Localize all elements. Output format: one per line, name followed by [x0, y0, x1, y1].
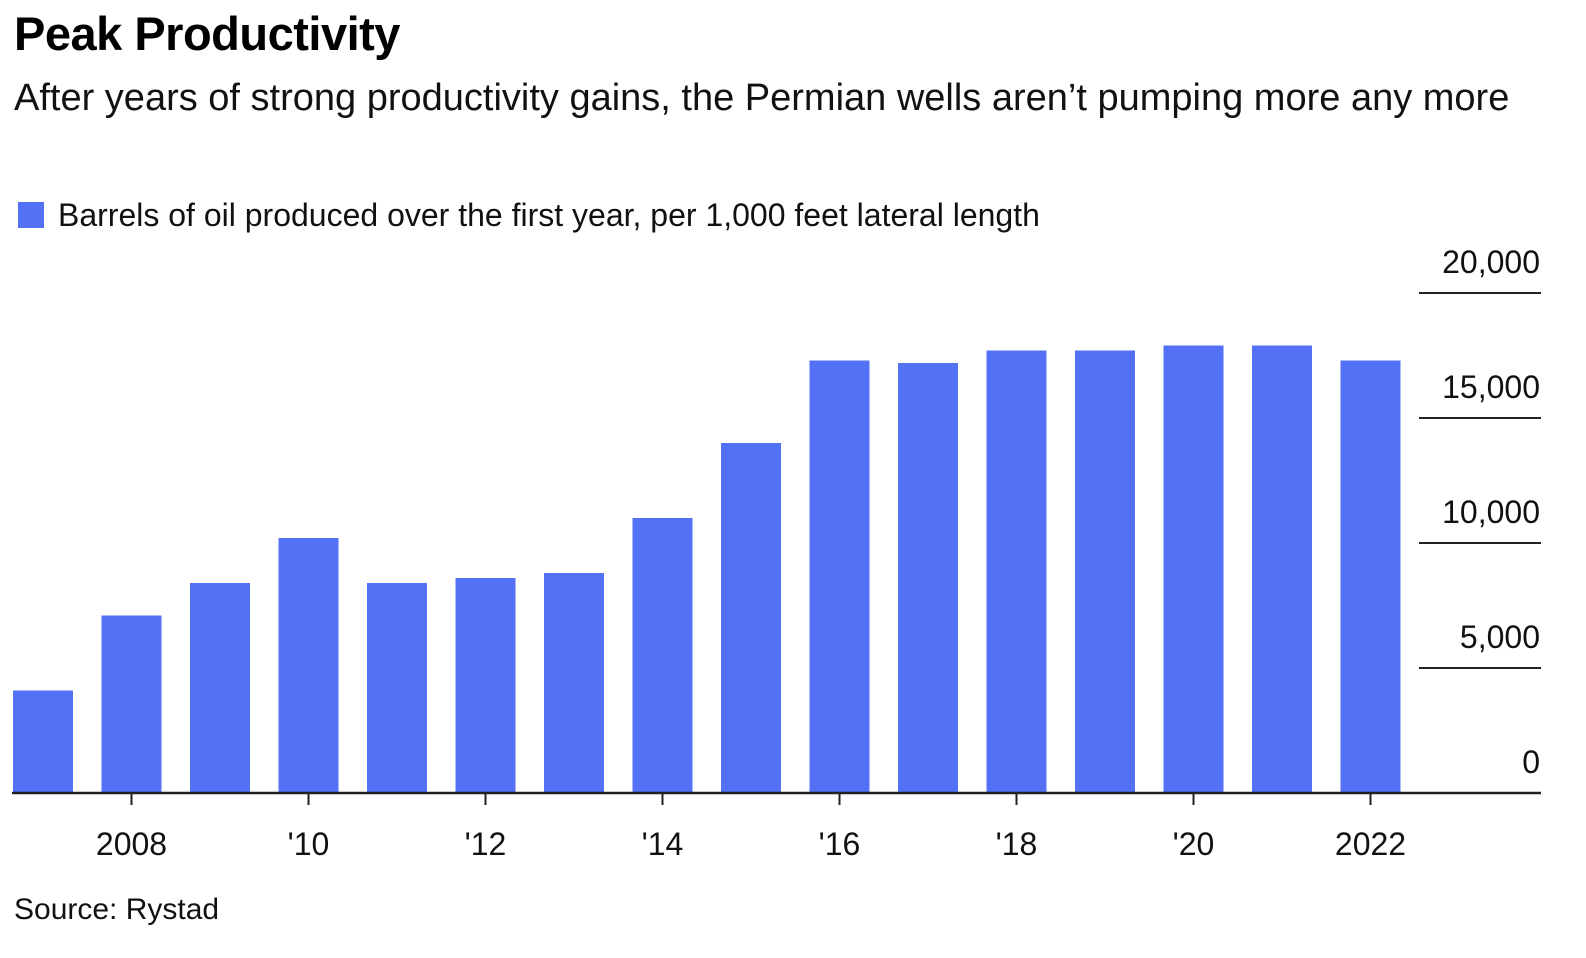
y-tick-label: 5,000 [1460, 619, 1540, 655]
bar-2011 [367, 583, 427, 793]
x-axis: 2008 '10 '12 '14 '16 '18 '20 2022 [12, 791, 1541, 862]
bar-2017 [898, 363, 958, 793]
bar-2014 [632, 518, 693, 793]
y-tick-label: 20,000 [1442, 244, 1540, 280]
bar-2021 [1252, 345, 1312, 793]
chart-title: Peak Productivity [14, 7, 400, 60]
bars [13, 345, 1401, 793]
legend: Barrels of oil produced over the first y… [18, 195, 1040, 235]
y-axis-labels: 0 5,000 10,000 15,000 20,000 [1442, 244, 1540, 780]
bar-2007 [13, 690, 73, 793]
bar-2018 [986, 350, 1047, 793]
bar-2008 [101, 615, 162, 793]
y-tick-label: 15,000 [1442, 369, 1540, 405]
y-tick-label: 10,000 [1442, 494, 1540, 530]
bar-2015 [721, 443, 781, 793]
source-note: Source: Rystad [14, 893, 220, 926]
bar-2012 [455, 578, 516, 793]
x-tick-label: '18 [996, 826, 1038, 862]
x-tick-label: 2022 [1335, 826, 1406, 862]
bar-2020 [1163, 345, 1224, 793]
y-tick-label: 0 [1522, 744, 1540, 780]
bar-2010 [278, 538, 339, 793]
x-tick-label: '10 [288, 826, 330, 862]
x-tick-label: '14 [642, 826, 684, 862]
x-tick-label: '16 [819, 826, 861, 862]
legend-swatch [18, 202, 44, 228]
chart-subtitle: After years of strong productivity gains… [14, 77, 1510, 119]
x-tick-label: 2008 [96, 826, 167, 862]
bar-2016 [809, 360, 870, 793]
bar-2019 [1075, 350, 1135, 793]
bar-chart: 0 5,000 10,000 15,000 20,000 2008 '10 '12 '14 '1… [12, 244, 1541, 862]
bar-2013 [544, 573, 604, 793]
y-gridlines [1419, 292, 1541, 669]
legend-label: Barrels of oil produced over the first y… [58, 196, 1040, 233]
x-tick-label: '12 [465, 826, 507, 862]
bar-2009 [190, 583, 250, 793]
bar-2022 [1340, 360, 1401, 793]
x-tick-label: '20 [1173, 826, 1215, 862]
